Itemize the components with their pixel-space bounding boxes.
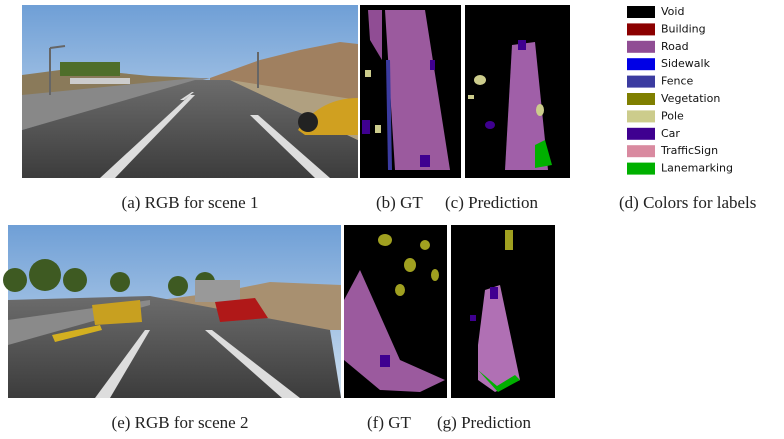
- legend-swatch: [627, 128, 655, 140]
- caption: (f) GT: [367, 413, 412, 432]
- legend-swatch: [627, 23, 655, 35]
- legend-swatch: [627, 76, 655, 88]
- caption: (e) RGB for scene 2: [112, 413, 249, 432]
- gt-scene-1: [360, 5, 461, 178]
- legend-label: Fence: [661, 75, 694, 88]
- legend-label: Vegetation: [661, 92, 720, 105]
- legend-label: TrafficSign: [660, 144, 718, 157]
- prediction-scene-1: [465, 5, 570, 178]
- legend-swatch: [627, 6, 655, 18]
- caption: (c) Prediction: [445, 193, 538, 212]
- rgb-scene-2: [3, 225, 341, 398]
- legend-swatch: [627, 163, 655, 175]
- figure: (a) RGB for scene 1 (b) GT (c) Prediction (…: [0, 0, 784, 439]
- caption: (b) GT: [376, 193, 423, 212]
- caption: (g) Prediction: [437, 413, 531, 432]
- legend-swatch: [627, 58, 655, 70]
- legend-label: Road: [661, 40, 689, 53]
- gt-scene-2: [344, 225, 447, 398]
- legend-swatch: [627, 93, 655, 105]
- legend-label: Pole: [661, 109, 684, 122]
- legend-label: Car: [661, 127, 680, 140]
- legend-swatch: [627, 145, 655, 157]
- legend-swatch: [627, 41, 655, 53]
- rgb-scene-1: [22, 5, 358, 178]
- legend-label: Void: [661, 5, 684, 18]
- legend-label: Building: [661, 22, 706, 35]
- prediction-scene-2: [451, 225, 555, 398]
- legend: Void Building Road Sidewalk Fence Vegetation P…: [627, 5, 733, 175]
- legend-label: Lanemarking: [661, 162, 733, 175]
- caption: (a) RGB for scene 1: [122, 193, 259, 212]
- legend-label: Sidewalk: [661, 57, 711, 70]
- caption: (d) Colors for labels: [619, 193, 756, 212]
- legend-swatch: [627, 110, 655, 122]
